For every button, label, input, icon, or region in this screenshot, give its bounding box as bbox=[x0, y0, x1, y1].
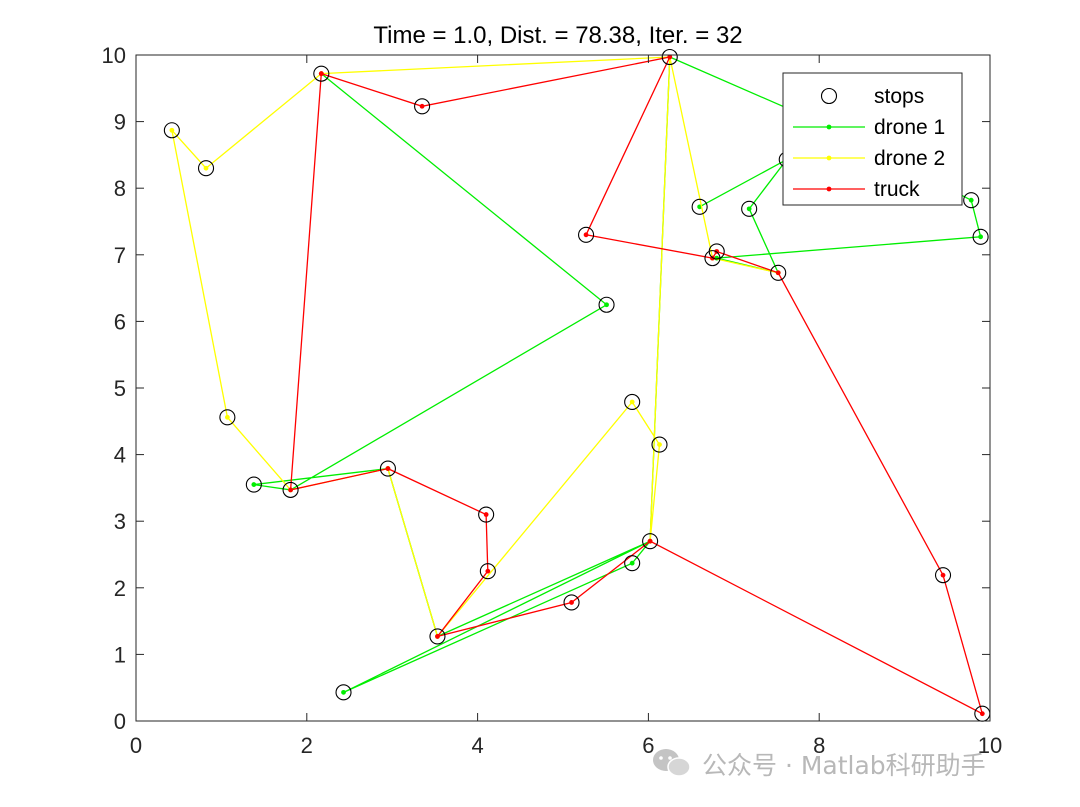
series-point-truck-5 bbox=[435, 634, 440, 639]
stop-marker-2 bbox=[313, 65, 330, 82]
y-tick-label-6: 6 bbox=[114, 309, 126, 334]
x-tick-label-4: 4 bbox=[471, 733, 483, 758]
series-point-drone-1-8 bbox=[629, 560, 635, 566]
chart-title: Time = 1.0, Dist. = 78.38, Iter. = 32 bbox=[373, 22, 742, 49]
x-tick-label-6: 6 bbox=[642, 733, 654, 758]
stop-marker-16 bbox=[624, 393, 641, 411]
legend-marker-drone-1 bbox=[826, 124, 832, 130]
stop-marker-4 bbox=[661, 48, 678, 66]
series-point-truck-15 bbox=[419, 103, 425, 109]
x-tick-label-8: 8 bbox=[813, 733, 825, 758]
stop-marker-10 bbox=[479, 563, 496, 580]
legend-marker-drone-2 bbox=[826, 155, 832, 161]
series-point-drone-2-7 bbox=[629, 399, 635, 405]
series-point-drone-1-13 bbox=[978, 234, 984, 240]
series-point-drone-2-3 bbox=[224, 414, 230, 420]
y-tick-label-0: 0 bbox=[114, 709, 126, 734]
series-point-truck-3 bbox=[483, 512, 489, 517]
series-layer bbox=[169, 54, 985, 717]
stop-marker-23 bbox=[741, 200, 758, 217]
series-line-drone-2 bbox=[170, 56, 779, 638]
series-point-drone-1-16 bbox=[746, 206, 752, 212]
x-tick-label-10: 10 bbox=[978, 733, 1002, 758]
y-tick-label-1: 1 bbox=[114, 642, 126, 667]
stop-marker-27 bbox=[972, 228, 989, 245]
series-point-truck-10 bbox=[775, 270, 781, 276]
series-point-drone-2-2 bbox=[169, 127, 175, 133]
stop-marker-8 bbox=[379, 460, 396, 477]
y-tick-label-4: 4 bbox=[114, 443, 126, 468]
stop-marker-3 bbox=[414, 98, 431, 115]
series-point-drone-1-12 bbox=[968, 197, 974, 203]
series-point-drone-1-1 bbox=[604, 302, 609, 308]
stop-marker-5 bbox=[219, 409, 236, 426]
series-point-truck-13 bbox=[583, 232, 589, 238]
series-point-truck-2 bbox=[385, 466, 391, 471]
stop-marker-0 bbox=[163, 122, 180, 139]
axes-layer: 0 2 4 6 8 10 0 1 2 3 4 5 6 7 8 9 10 bbox=[102, 43, 1003, 758]
x-tick-label-0: 0 bbox=[130, 733, 142, 758]
series-point-truck-8 bbox=[979, 711, 985, 717]
stop-marker-14 bbox=[624, 555, 641, 572]
stop-marker-13 bbox=[563, 594, 580, 611]
y-tick-label-7: 7 bbox=[114, 243, 126, 268]
watermark-text: 公众号 · Matlab科研助手 bbox=[702, 751, 986, 780]
stop-marker-28 bbox=[934, 567, 952, 584]
legend-label-stops: stops bbox=[874, 85, 924, 108]
x-tick-label-2: 2 bbox=[301, 733, 313, 758]
stop-marker-7 bbox=[282, 481, 299, 498]
stop-marker-17 bbox=[651, 436, 668, 453]
y-tick-label-9: 9 bbox=[114, 110, 126, 135]
watermark: 公众号 · Matlab科研助手 bbox=[653, 749, 986, 780]
legend-label-drone-2: drone 2 bbox=[874, 147, 945, 170]
y-tick-label-2: 2 bbox=[114, 576, 126, 601]
series-point-truck-9 bbox=[940, 572, 946, 578]
legend-marker-truck bbox=[826, 186, 832, 192]
series-point-drone-2-1 bbox=[203, 165, 209, 171]
stop-marker-19 bbox=[578, 226, 595, 243]
legend-box bbox=[782, 72, 963, 206]
stop-marker-11 bbox=[429, 628, 446, 645]
series-point-truck-6 bbox=[569, 600, 574, 605]
y-tick-label-3: 3 bbox=[114, 509, 126, 534]
stop-marker-20 bbox=[691, 198, 708, 215]
series-point-truck-4 bbox=[485, 568, 491, 574]
legend-label-truck: truck bbox=[874, 178, 920, 201]
stop-marker-6 bbox=[245, 476, 262, 493]
legend: stops drone 1 drone 2 truck bbox=[782, 72, 963, 206]
wechat-icon bbox=[653, 749, 691, 777]
y-tick-label-10: 10 bbox=[102, 43, 126, 68]
series-point-truck-7 bbox=[647, 538, 653, 544]
stop-marker-9 bbox=[478, 506, 495, 523]
series-point-drone-2-8 bbox=[657, 442, 662, 448]
stop-marker-12 bbox=[335, 684, 352, 701]
stop-marker-15 bbox=[642, 533, 659, 550]
legend-label-drone-1: drone 1 bbox=[874, 116, 945, 139]
y-tick-label-5: 5 bbox=[114, 376, 126, 401]
stop-marker-24 bbox=[770, 264, 787, 281]
series-point-drone-1-7 bbox=[341, 689, 346, 695]
series-point-truck-1 bbox=[288, 487, 293, 493]
series-point-truck-14 bbox=[667, 54, 673, 60]
series-point-drone-1-3 bbox=[251, 482, 257, 487]
series-point-truck-16 bbox=[318, 71, 324, 77]
stop-marker-18 bbox=[598, 296, 615, 313]
legend-marker-stops bbox=[820, 87, 838, 105]
stop-marker-26 bbox=[963, 192, 980, 209]
stop-marker-22 bbox=[708, 243, 725, 260]
y-tick-label-8: 8 bbox=[114, 176, 126, 201]
stop-marker-1 bbox=[197, 160, 215, 177]
